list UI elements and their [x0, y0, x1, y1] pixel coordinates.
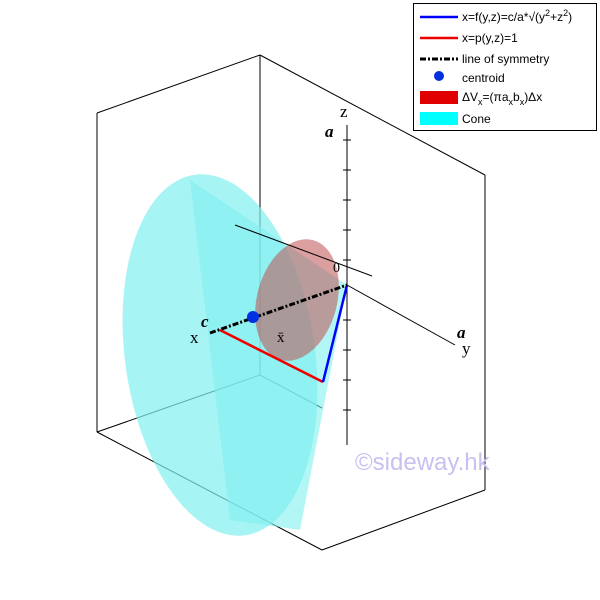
legend-label: line of symmetry	[462, 52, 549, 66]
volume-slice	[255, 239, 339, 361]
axis-label: a	[325, 122, 334, 141]
blue-line	[321, 284, 349, 383]
cone	[122, 174, 347, 536]
legend-label: ΔVx=(πaxbx)Δx	[462, 90, 542, 107]
centroid	[247, 311, 259, 323]
axis-label: x	[190, 328, 199, 347]
axis-label: a	[457, 323, 466, 342]
legend-label: x=p(y,z)=1	[462, 31, 518, 45]
red-line	[219, 328, 324, 384]
axis-label: y	[462, 339, 471, 358]
axis-label: c	[201, 312, 209, 331]
legend: x=f(y,z)=c/a*√(y2+z2) x=p(y,z)=1 line of…	[413, 3, 597, 131]
watermark: ©sideway.hk	[355, 449, 491, 476]
legend-label: centroid	[462, 71, 505, 85]
axis-label: 0	[333, 261, 340, 276]
axis-label: x̄	[277, 330, 285, 346]
legend-label: x=f(y,z)=c/a*√(y2+z2)	[462, 8, 572, 24]
symmetry-line	[209, 283, 348, 335]
axis-label: z	[340, 102, 348, 121]
legend-label: Cone	[462, 112, 491, 126]
